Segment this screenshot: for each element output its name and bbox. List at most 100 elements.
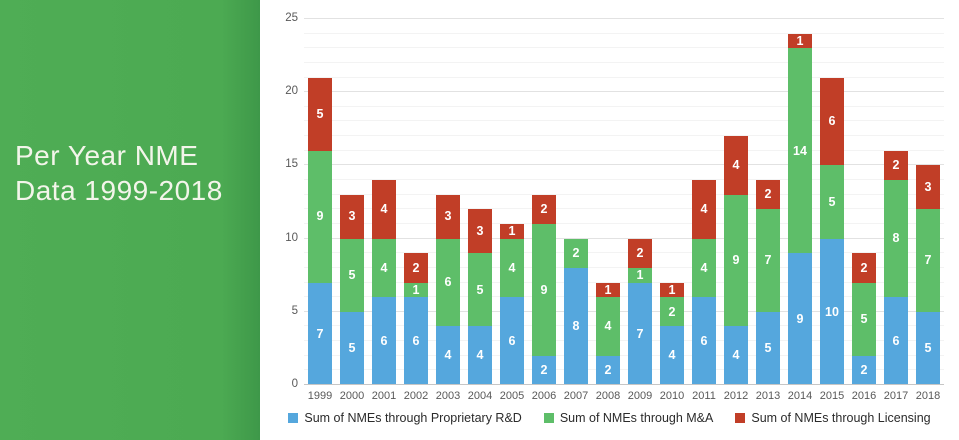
bar-segment-value: 2 [860,363,868,378]
bar-segment-value: 4 [380,260,388,275]
bar-column-2016: 2 5 2 [848,19,880,385]
bar-segment-value: 6 [380,333,388,348]
gridline [304,193,944,195]
y-axis-tick-label: 5 [291,304,298,317]
gridline [304,340,944,342]
bar-segment-value: 9 [540,282,548,297]
bar-segment-value: 4 [700,202,708,217]
bar-segment: 4 [372,180,396,239]
x-axis-line [304,384,944,385]
bar-column-2000: 3 5 5 [336,19,368,385]
bar-segment-value: 7 [316,326,324,341]
x-axis-tick-label: 2013 [755,390,781,402]
bar-segment: 1 [788,33,812,49]
bar-column-2010: 1 2 4 [656,19,688,385]
gridline [304,91,944,93]
bar-segment: 4 [596,297,620,356]
bar-segment-value: 8 [572,319,580,334]
bar-segment-value: 10 [825,304,839,319]
gridline [304,208,944,210]
bar-segment: 2 [564,238,588,268]
bar-segment: 6 [436,238,460,327]
stacked-bar-2017: 2 8 6 [884,150,908,385]
bar-column-2006: 2 9 2 [528,19,560,385]
legend-swatch-icon [288,413,299,423]
legend-label: Sum of NMEs through Proprietary R&D [304,411,522,425]
gridline [304,18,944,19]
bar-segment: 8 [564,267,588,385]
legend-item: Sum of NMEs through Proprietary R&D [288,411,522,425]
bar-segment: 6 [692,297,716,385]
y-axis-tick-label: 15 [285,158,298,171]
bar-segment-value: 8 [892,231,900,246]
bar-segment: 2 [884,150,908,181]
bar-segment-value: 4 [732,158,740,173]
bar-segment-value: 9 [732,253,740,268]
bar-segment-value: 2 [764,187,772,202]
bar-column-2015: 6 5 10 [816,19,848,385]
bar-segment: 5 [756,311,780,385]
bar-column-2008: 1 4 2 [592,19,624,385]
gridline [304,105,944,107]
stacked-bar-2010: 1 2 4 [660,282,684,385]
gridline [304,32,944,34]
bar-segment: 5 [340,311,364,385]
gridline [304,354,944,356]
bar-segment: 1 [404,282,428,298]
bar-segment-value: 1 [796,33,804,48]
stacked-bar-2004: 3 5 4 [468,209,492,385]
bar-segment: 1 [660,282,684,298]
bar-column-2012: 4 9 4 [720,19,752,385]
bar-segment: 1 [596,282,620,298]
bar-segment: 2 [532,194,556,224]
bar-segment-value: 4 [700,260,708,275]
bar-column-2004: 3 5 4 [464,19,496,385]
stacked-bar-2005: 1 4 6 [500,224,524,385]
bar-segment-value: 9 [316,209,324,224]
bar-segment: 5 [820,165,844,239]
gridline [304,76,944,78]
bar-segment: 4 [692,180,716,239]
bar-segment: 4 [500,238,524,298]
stacked-bar-1999: 5 9 7 [308,77,332,385]
x-axis-tick-label: 2005 [499,390,525,402]
bar-segment-value: 14 [793,143,807,158]
bar-segment: 5 [468,253,492,327]
x-axis-tick-label: 1999 [307,390,333,402]
bar-segment-value: 6 [412,333,420,348]
bar-segment-value: 5 [860,311,868,326]
bar-segment: 2 [404,253,428,283]
bar-segment: 1 [628,267,652,283]
gridline [304,47,944,49]
gridline [304,237,944,239]
bar-segment-value: 1 [508,224,516,239]
y-axis-tick-label: 25 [285,12,298,24]
bar-column-2005: 1 4 6 [496,19,528,385]
bar-segment: 7 [308,282,332,385]
stacked-bar-2014: 1 14 9 [788,33,812,385]
bar-segment-value: 4 [604,319,612,334]
x-axis-tick-label: 2006 [531,390,557,402]
bar-segment: 9 [308,150,332,283]
y-axis-tick-label: 20 [285,85,298,98]
stacked-bar-2016: 2 5 2 [852,253,876,385]
bar-segment-value: 5 [348,267,356,282]
legend-label: Sum of NMEs through Licensing [751,411,931,425]
bar-segment: 5 [852,282,876,356]
y-axis-tick-label: 10 [285,231,298,244]
gridline [304,266,944,268]
bar-segment-value: 7 [636,326,644,341]
gridline [304,369,944,371]
bar-segment: 2 [596,355,620,385]
bar-segment: 3 [468,209,492,254]
gridline [304,179,944,181]
bar-segment: 4 [372,238,396,298]
bar-segment-value: 2 [604,363,612,378]
bar-segment-value: 4 [380,202,388,217]
bar-segment-value: 3 [348,209,356,224]
bar-segment-value: 6 [444,275,452,290]
bar-segment: 2 [532,355,556,385]
